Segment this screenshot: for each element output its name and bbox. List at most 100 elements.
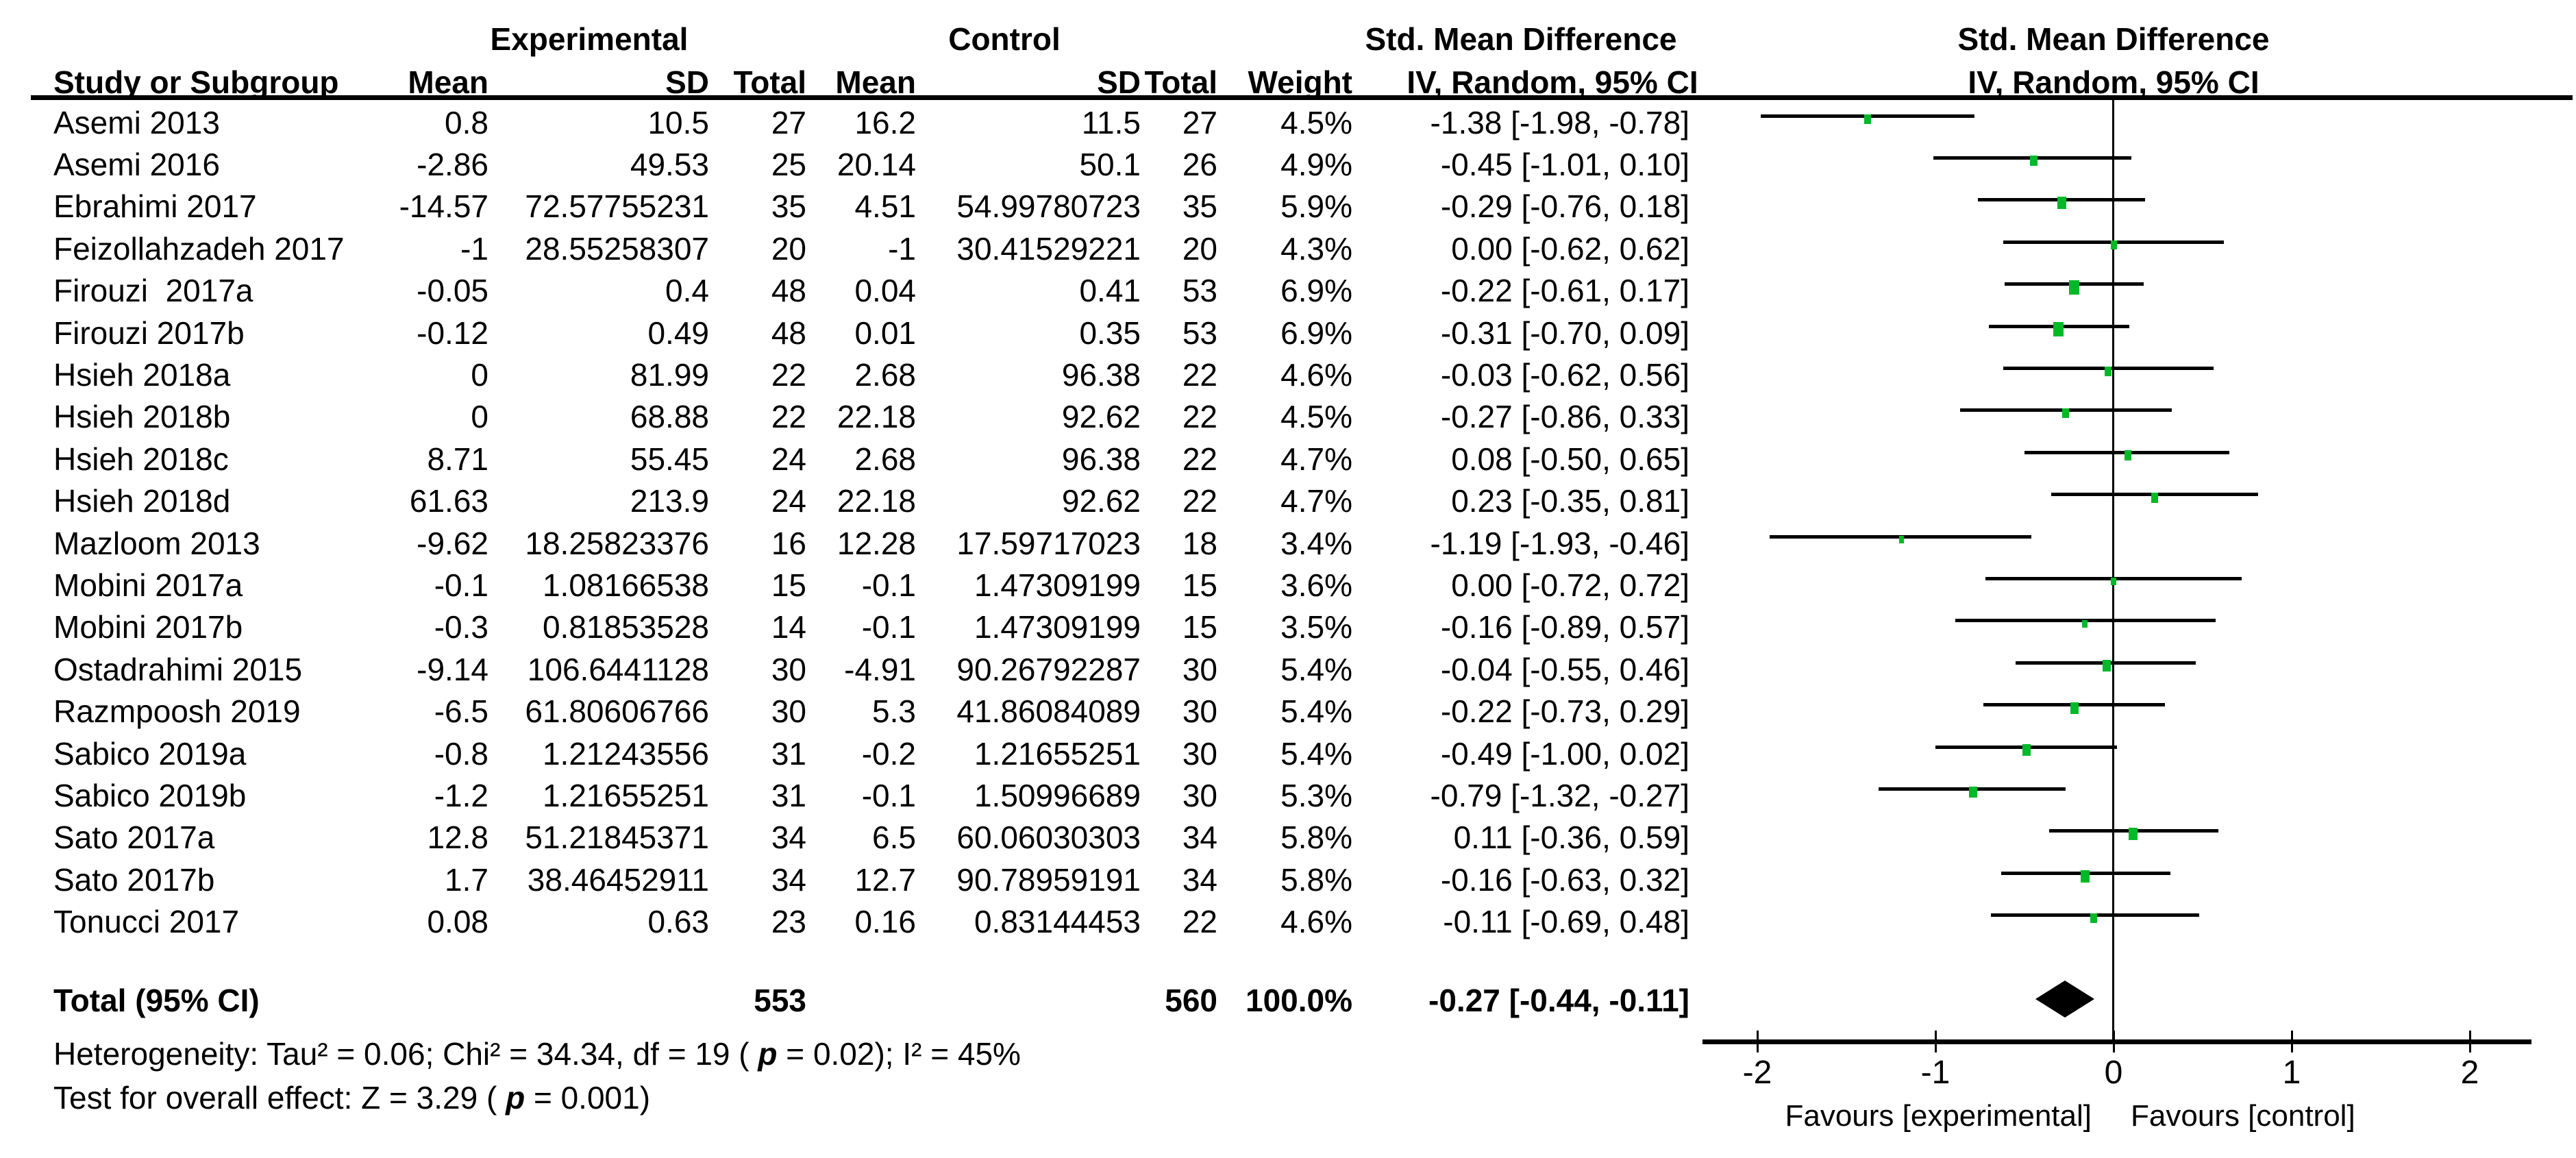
effect-marker bbox=[2022, 744, 2031, 756]
favours-control-label: Favours [control] bbox=[2131, 1099, 2355, 1133]
cell-total_e: 20 bbox=[771, 231, 806, 267]
cell-total_c: 30 bbox=[1182, 778, 1217, 813]
cell-weight: 4.5% bbox=[1280, 399, 1352, 434]
cell-weight: 3.5% bbox=[1280, 609, 1352, 645]
cell-sd_e: 72.57755231 bbox=[525, 188, 709, 224]
cell-total_c: 30 bbox=[1182, 652, 1217, 687]
cell-total_c: 22 bbox=[1182, 904, 1217, 939]
cell-smd_text: -0.22 [-0.61, 0.17] bbox=[1440, 273, 1689, 308]
effect-marker bbox=[2111, 578, 2116, 585]
study-name: Asemi 2013 bbox=[53, 105, 220, 140]
study-name: Ostadrahimi 2015 bbox=[53, 652, 303, 687]
cell-sd_c: 54.99780723 bbox=[956, 188, 1141, 224]
study-name: Firouzi 2017b bbox=[53, 315, 245, 351]
cell-total_e: 30 bbox=[771, 652, 806, 687]
heterogeneity-text-2: = 0.02); I² = 45% bbox=[777, 1036, 1021, 1072]
effect-marker bbox=[1969, 787, 1977, 798]
cell-smd_text: -1.38 [-1.98, -0.78] bbox=[1430, 105, 1689, 140]
study-name: Mazloom 2013 bbox=[53, 526, 260, 561]
cell-sd_c: 92.62 bbox=[1061, 399, 1141, 434]
cell-weight: 4.3% bbox=[1280, 231, 1352, 267]
axis-tick bbox=[1935, 1031, 1937, 1052]
cell-mean_e: -1.2 bbox=[434, 778, 488, 813]
cell-mean_e: -0.8 bbox=[434, 736, 488, 772]
cell-mean_c: 0.16 bbox=[854, 904, 916, 939]
cell-total_e: 24 bbox=[771, 441, 806, 477]
cell-smd_text: -0.29 [-0.76, 0.18] bbox=[1440, 188, 1689, 224]
cell-total_e: 31 bbox=[771, 736, 806, 772]
cell-total_c: 18 bbox=[1182, 526, 1217, 561]
overall-effect-stats: Test for overall effect: Z = 3.29 ( p = … bbox=[53, 1079, 650, 1117]
column-header-iv-left: IV, Random, 95% CI bbox=[1407, 64, 1698, 100]
effect-marker bbox=[2105, 367, 2111, 376]
cell-mean_e: -0.1 bbox=[434, 567, 488, 603]
cell-total_c: 53 bbox=[1182, 315, 1217, 351]
axis-tick bbox=[2469, 1031, 2471, 1052]
cell-total_e: 25 bbox=[771, 147, 806, 182]
cell-smd_text: 0.23 [-0.35, 0.81] bbox=[1451, 483, 1689, 519]
cell-sd_c: 92.62 bbox=[1061, 483, 1141, 519]
cell-sd_c: 30.41529221 bbox=[956, 231, 1141, 267]
cell-sd_c: 0.41 bbox=[1079, 273, 1141, 308]
study-name: Hsieh 2018d bbox=[53, 483, 231, 519]
cell-smd_text: -1.19 [-1.93, -0.46] bbox=[1430, 526, 1689, 561]
group-header-control: Control bbox=[948, 21, 1061, 57]
study-name: Mobini 2017a bbox=[53, 567, 243, 603]
cell-total_e: 14 bbox=[771, 609, 806, 645]
cell-mean_e: -14.57 bbox=[399, 188, 488, 224]
cell-smd_text: -0.16 [-0.89, 0.57] bbox=[1440, 609, 1689, 645]
cell-smd_text: 0.00 [-0.62, 0.62] bbox=[1451, 231, 1689, 267]
cell-total_c: 15 bbox=[1182, 567, 1217, 603]
cell-sd_e: 28.55258307 bbox=[525, 231, 709, 267]
cell-smd_text: -0.11 [-0.69, 0.48] bbox=[1443, 904, 1689, 939]
cell-mean_e: 61.63 bbox=[409, 483, 488, 519]
cell-total_c: 22 bbox=[1182, 399, 1217, 434]
effect-marker bbox=[2053, 322, 2064, 336]
cell-total_c: 53 bbox=[1182, 273, 1217, 308]
cell-sd_e: 1.21655251 bbox=[542, 778, 709, 813]
cell-weight: 4.6% bbox=[1280, 904, 1352, 939]
cell-sd_c: 41.86084089 bbox=[956, 693, 1141, 729]
cell-total_e: 27 bbox=[771, 105, 806, 140]
cell-mean_c: 0.01 bbox=[854, 315, 916, 351]
axis-tick-label: -1 bbox=[1920, 1055, 1950, 1091]
cell-smd_text: -0.49 [-1.00, 0.02] bbox=[1440, 736, 1689, 772]
cell-sd_e: 213.9 bbox=[630, 483, 709, 519]
cell-total_e: 22 bbox=[771, 399, 806, 434]
column-header-total-ctl: Total bbox=[1144, 64, 1217, 100]
cell-total_c: 35 bbox=[1182, 188, 1217, 224]
effect-marker bbox=[2070, 702, 2079, 714]
cell-smd_text: -0.03 [-0.62, 0.56] bbox=[1440, 357, 1689, 393]
cell-weight: 4.9% bbox=[1280, 147, 1352, 182]
cell-weight: 4.5% bbox=[1280, 105, 1352, 140]
cell-total_c: 22 bbox=[1182, 441, 1217, 477]
axis-tick-label: 2 bbox=[2460, 1055, 2479, 1091]
cell-sd_e: 1.21243556 bbox=[542, 736, 709, 772]
cell-total_e: 48 bbox=[771, 315, 806, 351]
effect-marker bbox=[2129, 828, 2138, 840]
cell-mean_c: 2.68 bbox=[854, 441, 916, 477]
axis-tick-label: 1 bbox=[2282, 1055, 2301, 1091]
study-name: Firouzi 2017a bbox=[53, 273, 253, 308]
study-name: Hsieh 2018b bbox=[53, 399, 231, 434]
cell-total_e: 15 bbox=[771, 567, 806, 603]
cell-sd_e: 61.80606766 bbox=[525, 693, 709, 729]
cell-sd_e: 38.46452911 bbox=[527, 862, 709, 898]
cell-weight: 5.9% bbox=[1280, 188, 1352, 224]
axis-tick bbox=[1757, 1031, 1759, 1052]
cell-smd_text: -0.31 [-0.70, 0.09] bbox=[1440, 315, 1689, 351]
study-name: Mobini 2017b bbox=[53, 609, 243, 645]
cell-sd_c: 11.5 bbox=[1081, 105, 1141, 140]
cell-mean_e: -1 bbox=[460, 231, 488, 267]
axis-tick-label: -2 bbox=[1742, 1055, 1772, 1091]
cell-weight: 6.9% bbox=[1280, 315, 1352, 351]
cell-sd_e: 68.88 bbox=[630, 399, 709, 434]
cell-sd_c: 60.06030303 bbox=[956, 820, 1141, 855]
cell-sd_e: 49.53 bbox=[630, 147, 709, 182]
heterogeneity-stats: Heterogeneity: Tau² = 0.06; Chi² = 34.34… bbox=[53, 1035, 1021, 1073]
cell-mean_c: -0.1 bbox=[861, 778, 916, 813]
cell-mean_e: 0 bbox=[471, 357, 488, 393]
cell-mean_c: 6.5 bbox=[872, 820, 916, 855]
cell-sd_e: 106.6441128 bbox=[527, 652, 709, 687]
heterogeneity-text: Heterogeneity: Tau² = 0.06; Chi² = 34.34… bbox=[53, 1036, 758, 1072]
